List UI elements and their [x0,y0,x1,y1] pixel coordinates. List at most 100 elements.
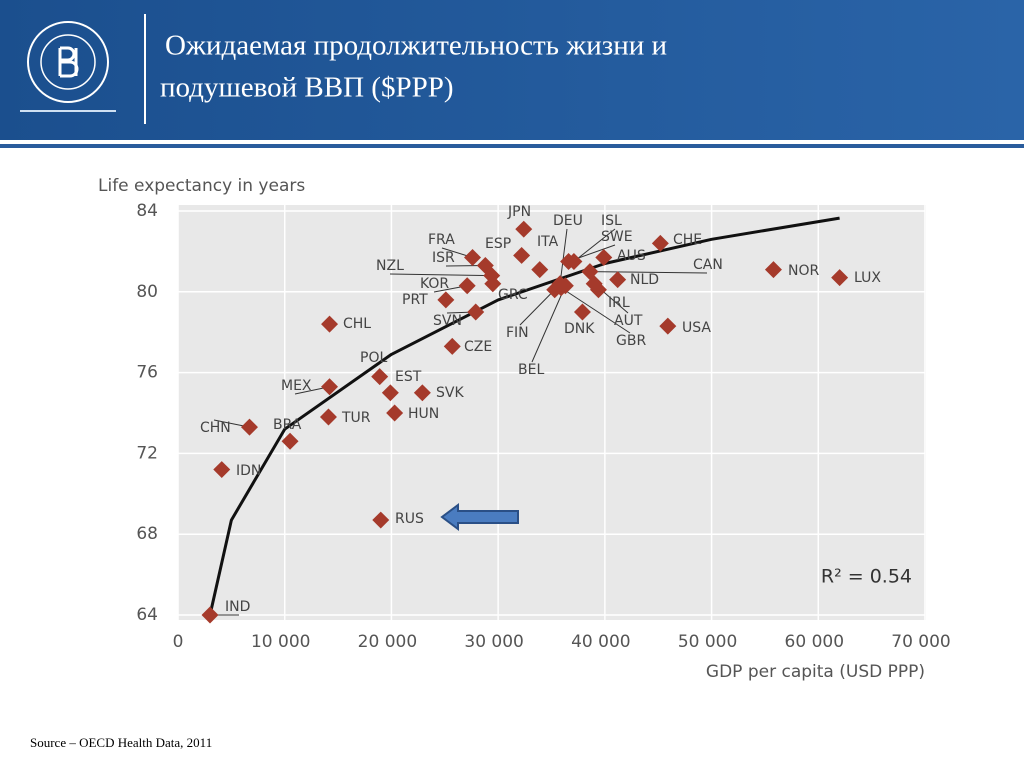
y-tick-label: 76 [136,363,158,383]
x-axis-title: GDP per capita (USD PPP) [706,662,925,682]
point-label: CHE [673,232,702,248]
point [513,246,531,264]
point [371,368,389,386]
point-label: ISL [601,213,622,229]
y-tick-label: 84 [136,201,158,221]
point-label: ISR [432,250,455,266]
point [764,261,782,279]
logo [20,21,116,112]
leader-line [531,285,566,363]
point-label: TUR [341,410,371,426]
point [556,277,574,295]
point-label: BEL [518,362,544,378]
point-label: NOR [788,263,819,279]
point-label: GRC [498,287,528,303]
x-tick-label: 40 000 [571,632,630,652]
leader-line [519,289,556,326]
y-tick-label: 72 [136,443,158,463]
point [609,271,627,289]
leader-line [573,228,616,262]
point-label: GBR [616,333,646,349]
slide-title-line: подушевой ВВП ($PPP) [160,72,453,104]
point-label: BRA [273,417,302,433]
x-tick-label: 10 000 [251,632,310,652]
point-label: CHN [200,420,231,436]
point-label: RUS [395,511,424,527]
point [831,269,849,287]
point [573,303,591,321]
point-label: AUS [617,248,646,264]
x-tick-label: 50 000 [678,632,737,652]
point-label: ESP [485,236,511,252]
leader-line [389,273,492,277]
header-band [0,0,1024,140]
point [319,408,337,426]
x-tick-label: 20 000 [358,632,417,652]
point [458,277,476,295]
point-label: MEX [281,378,312,394]
point-label: DNK [564,321,595,337]
y-tick-label: 68 [136,524,158,544]
point-label: FIN [506,325,529,341]
point [437,291,455,309]
x-tick-label: 60 000 [785,632,844,652]
point-label: JPN [507,204,531,220]
arrow [440,503,519,531]
point [321,315,339,333]
point [443,337,461,355]
x-tick-label: 0 [173,632,184,652]
leader-line [559,228,568,284]
point [321,378,339,396]
point-label: AUT [614,313,643,329]
point [560,253,578,270]
trend-line [208,216,840,616]
point [281,432,299,450]
y-tick-label: 64 [136,605,158,625]
y-tick-label: 80 [136,282,158,302]
point [386,404,404,422]
point [585,275,603,293]
point-label: IDN [236,463,261,479]
point-label: HUN [408,406,439,422]
point-label: ITA [537,234,559,250]
source-note: Source – OECD Health Data, 2011 [30,735,212,750]
point-label: DEU [553,213,583,229]
point-label: NLD [630,272,659,288]
point-label: CHL [343,316,371,332]
point [651,234,669,252]
point-label: NZL [376,258,404,274]
point-label: PRT [402,292,428,308]
point-label: IND [225,599,250,615]
leader-line [560,287,631,334]
header-rule [0,144,1024,148]
annotation: R² = 0.54 [821,566,912,588]
point [484,275,502,293]
point [241,418,258,436]
x-tick-label: 70 000 [891,632,950,652]
point-label: SVK [436,385,464,401]
plot-area [178,205,926,620]
point-label: EST [395,369,422,385]
point-label: SVN [433,313,462,329]
point-label: SWE [601,229,633,245]
point-label: KOR [420,276,449,292]
point-label: CZE [464,339,492,355]
point [464,248,482,266]
point [213,461,231,479]
point [531,261,549,279]
point-label: FRA [428,232,455,248]
leader-line [589,271,708,274]
point [201,606,219,624]
point-label: POL [360,350,387,366]
slide-title-line: Ожидаемая продолжительность жизни и [165,30,667,62]
point [515,220,533,238]
y-axis-title: Life expectancy in years [98,176,305,196]
point-label: IRL [608,295,630,311]
point [467,303,485,321]
point [372,511,390,529]
point [413,384,431,402]
x-tick-label: 30 000 [464,632,523,652]
point-label: LUX [854,270,881,286]
